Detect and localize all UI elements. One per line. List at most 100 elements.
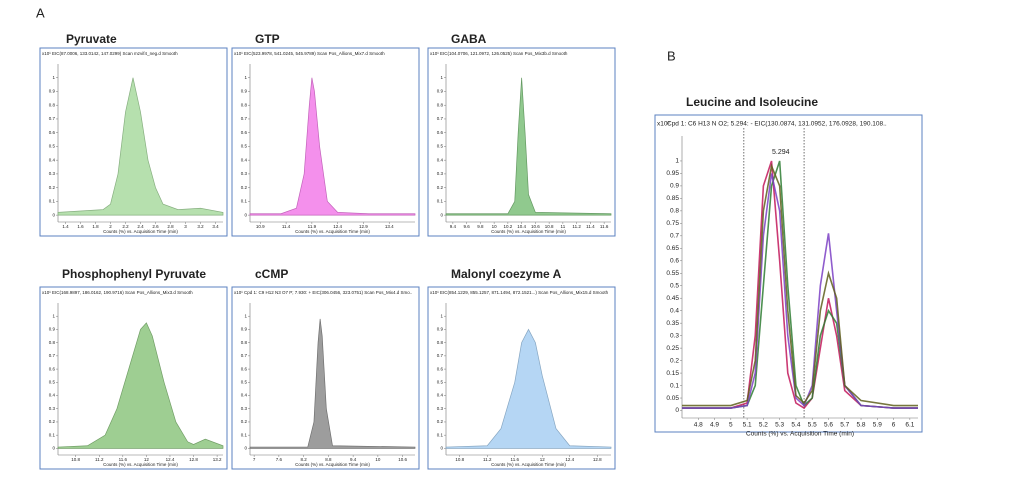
panel-frame (231, 286, 420, 470)
x-tick-label: 5.2 (759, 422, 768, 429)
y-tick-label: 0.75 (666, 220, 679, 227)
x-axis-label: Counts (%) vs. Acquisition Time (min) (491, 462, 566, 467)
x-tick-label: 12.4 (565, 457, 574, 462)
y-tick-label: 0.65 (666, 245, 679, 252)
y-tick-label: 0.5 (241, 144, 248, 149)
x-tick-label: 13.4 (385, 224, 394, 229)
x-axis-label: Counts (%) vs. Acquisition Time (min) (103, 462, 178, 467)
y-tick-label: 0 (52, 212, 55, 217)
y-tick-label: 0.55 (666, 270, 679, 277)
x-tick-label: 12.8 (189, 457, 198, 462)
y-tick-label: 0.2 (241, 419, 248, 424)
x-axis-label: Counts (%) vs. Acquisition Time (min) (103, 229, 178, 234)
x-tick-label: 10 (492, 224, 498, 229)
y-tick-label: 0.1 (49, 199, 56, 204)
y-tick-label: 0.2 (437, 185, 444, 190)
y-tick-label: 0.5 (670, 282, 679, 289)
y-tick-label: 0.3 (241, 406, 248, 411)
y-tick-label: 0.8 (437, 340, 444, 345)
y-tick-label: 0.8 (241, 102, 248, 107)
x-tick-label: 1.4 (62, 224, 69, 229)
x-tick-label: 6.1 (905, 422, 914, 429)
chart-title: Pyruvate (66, 32, 117, 46)
y-tick-label: 1 (52, 75, 55, 80)
y-tick-label: 0.9 (670, 183, 679, 190)
chart-header: EIC(168.9897, 186.0162, 190.9716) Scan P… (52, 290, 193, 295)
chart-header: Cpd 1: C9 H12 N3 O7 P; 7.930: + EIC(306.… (244, 290, 412, 295)
x-tick-label: 12.4 (333, 224, 342, 229)
y-tick-label: 0.5 (49, 379, 56, 384)
x-tick-label: 6 (892, 422, 896, 429)
panel-label: B (667, 48, 676, 63)
y-tick-label: 0.1 (670, 382, 679, 389)
y-tick-label: 0.3 (49, 171, 56, 176)
x-tick-label: 2.8 (167, 224, 174, 229)
panel-label: A (36, 5, 45, 20)
y-tick-label: 0.8 (241, 340, 248, 345)
x-tick-label: 3.2 (197, 224, 204, 229)
y-tick-label: 0.25 (666, 345, 679, 352)
chart-title: Malonyl coezyme A (451, 267, 562, 281)
x-tick-label: 4.9 (710, 422, 719, 429)
x-tick-label: 11 (561, 224, 566, 229)
y-tick-label: 0 (52, 446, 55, 451)
y-scale-label: x10¹ (430, 290, 439, 295)
y-tick-label: 0.7 (241, 353, 248, 358)
y-tick-label: 0.2 (670, 357, 679, 364)
y-tick-label: 0.05 (666, 395, 679, 402)
x-tick-label: 10.4 (517, 224, 526, 229)
x-tick-label: 7 (253, 457, 256, 462)
y-tick-label: 0.5 (437, 144, 444, 149)
x-tick-label: 12.9 (359, 224, 368, 229)
x-tick-label: 9.6 (463, 224, 470, 229)
y-tick-label: 0.5 (437, 379, 444, 384)
y-tick-label: 0.8 (437, 102, 444, 107)
y-tick-label: 0.7 (670, 233, 679, 240)
y-tick-label: 0.6 (49, 366, 56, 371)
y-tick-label: 0.9 (49, 89, 56, 94)
trace-line (682, 163, 918, 407)
x-tick-label: 2.6 (152, 224, 159, 229)
y-tick-label: 0.1 (241, 432, 248, 437)
y-tick-label: 1 (244, 75, 247, 80)
chart-header: Cpd 1: C6 H13 N O2; 5.294: - EIC(130.087… (667, 121, 887, 128)
y-tick-label: 0.85 (666, 195, 679, 202)
y-tick-label: 0.9 (437, 327, 444, 332)
y-tick-label: 0.4 (49, 393, 56, 398)
x-tick-label: 2 (109, 224, 112, 229)
y-tick-label: 0 (440, 446, 443, 451)
x-tick-label: 10.6 (531, 224, 540, 229)
y-tick-label: 1 (244, 313, 247, 318)
x-tick-label: 12.8 (593, 457, 602, 462)
y-tick-label: 0.3 (670, 332, 679, 339)
y-tick-label: 0.6 (49, 130, 56, 135)
y-tick-label: 0 (244, 212, 247, 217)
peak-area (57, 322, 224, 449)
y-tick-label: 0.35 (666, 320, 679, 327)
y-tick-label: 0.2 (49, 185, 56, 190)
x-tick-label: 11.2 (95, 457, 104, 462)
peak-area (249, 318, 416, 449)
y-tick-label: 0.5 (49, 144, 56, 149)
y-scale-label: x10² (657, 121, 670, 128)
x-tick-label: 12 (540, 457, 546, 462)
y-tick-label: 0.2 (49, 419, 56, 424)
y-tick-label: 0.4 (437, 157, 444, 162)
y-tick-label: 0.9 (241, 327, 248, 332)
x-tick-label: 1.8 (92, 224, 99, 229)
x-tick-label: 5.9 (873, 422, 882, 429)
x-tick-label: 4.8 (694, 422, 703, 429)
x-tick-label: 10.9 (256, 224, 265, 229)
x-tick-label: 9.4 (450, 224, 457, 229)
chart-title: cCMP (255, 267, 288, 281)
x-tick-label: 10 (375, 457, 381, 462)
y-tick-label: 0.5 (241, 379, 248, 384)
chart-header: EIC(854.1229, 855.1257, 871.1494, 872.15… (440, 290, 609, 295)
y-tick-label: 0.15 (666, 370, 679, 377)
y-tick-label: 0.6 (437, 130, 444, 135)
peak-area (57, 77, 224, 216)
y-tick-label: 0.9 (437, 89, 444, 94)
x-tick-label: 5.4 (791, 422, 800, 429)
x-tick-label: 5.6 (824, 422, 833, 429)
x-tick-label: 9.4 (350, 457, 357, 462)
